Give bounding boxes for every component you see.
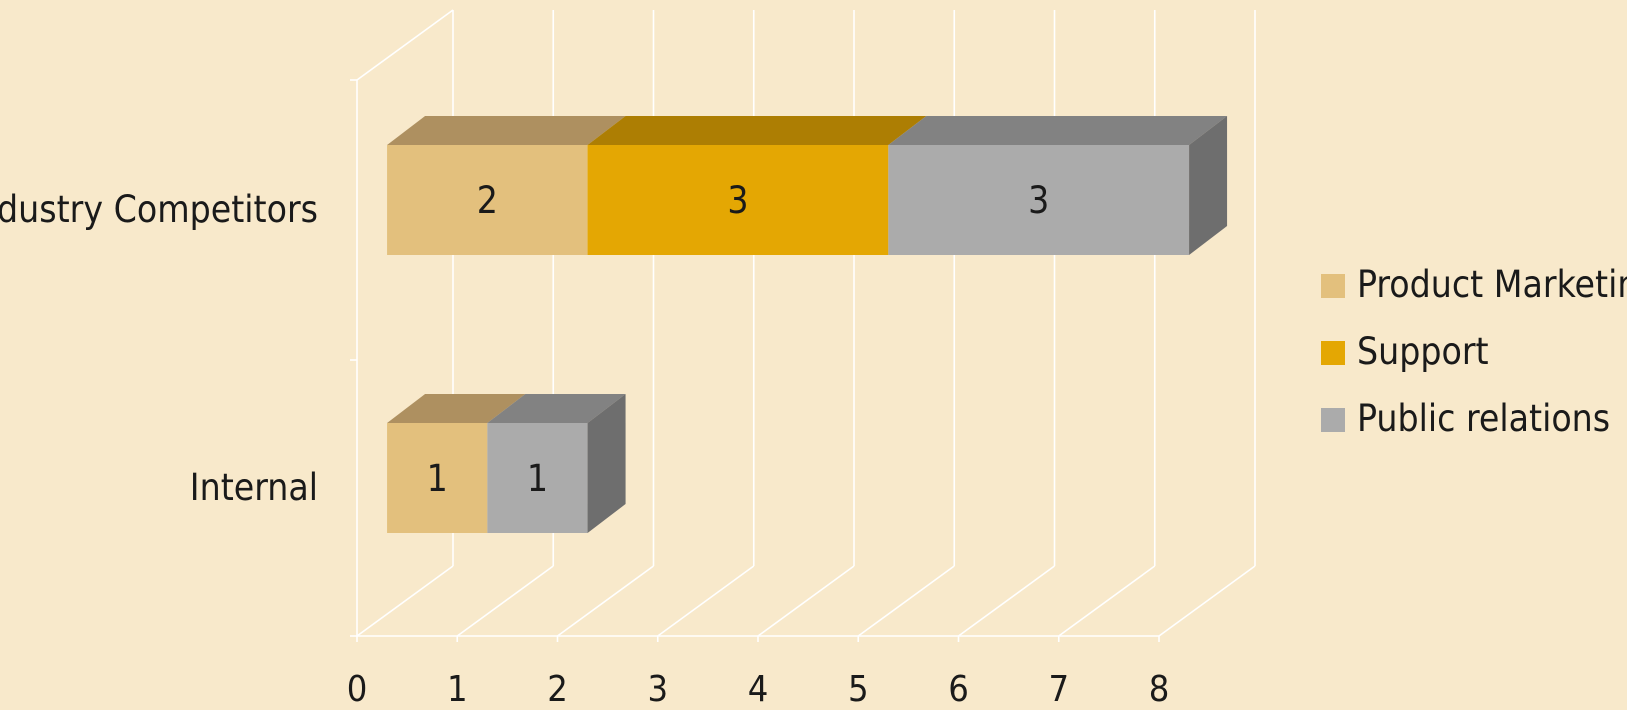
legend-label-support: Support (1357, 330, 1489, 373)
data-label: 3 (1028, 179, 1049, 222)
x-tick-label: 5 (848, 669, 869, 706)
x-tick-label: 8 (1149, 669, 1170, 706)
bar-internal-product-marketing-top (387, 394, 526, 423)
data-label: 1 (527, 457, 548, 500)
floor-gridline-6 (958, 565, 1055, 637)
floor-gridline-1 (456, 565, 554, 637)
bars (387, 116, 1228, 533)
floor-gridline-0 (356, 565, 454, 637)
x-tick-label: 1 (447, 669, 468, 706)
legend: Product Marketing Support Public relations (1321, 263, 1627, 440)
data-label: 3 (727, 179, 748, 222)
legend-swatch-support (1321, 341, 1345, 365)
bar-industry-competitors-side (1189, 116, 1228, 255)
x-tick-label: 0 (347, 669, 368, 706)
data-label: 2 (477, 179, 498, 222)
x-tick-label: 6 (948, 669, 969, 706)
grid-lines (350, 9, 1256, 642)
bar-internal-product-marketing (387, 423, 488, 533)
legend-label-public-relations: Public relations (1357, 397, 1610, 440)
category-label: Industry Competitors (0, 188, 318, 231)
floor-gridline-2 (557, 565, 654, 637)
legend-label-product-marketing: Product Marketing (1357, 263, 1627, 306)
x-tick-label: 4 (748, 669, 769, 706)
bar-industry-competitors-public-relations (888, 145, 1190, 255)
left-wall-top (356, 9, 454, 81)
data-label: 1 (427, 457, 448, 500)
data-labels: 2 3 3 1 1 (427, 179, 1050, 500)
category-label: Internal (190, 466, 318, 509)
bar-internal-side (587, 394, 626, 533)
floor-gridline-4 (757, 565, 855, 637)
x-tick-label: 2 (547, 669, 568, 706)
floor-gridline-3 (657, 565, 755, 637)
bar-internal-public-relations (487, 423, 588, 533)
bar-internal-public-relations-top (487, 394, 626, 423)
floor-gridline-5 (857, 565, 955, 637)
bar-industry-competitors-product-marketing (387, 145, 588, 255)
x-tick-label: 7 (1048, 669, 1069, 706)
axis-labels: 0 1 2 3 4 5 6 7 8 Industry Competitors Internal (0, 188, 1170, 710)
floor-gridline-7 (1058, 565, 1156, 637)
x-tick-label: 3 (647, 669, 668, 706)
bar-industry-competitors-public-relations-top (888, 116, 1228, 145)
legend-swatch-product-marketing (1321, 274, 1345, 298)
floor-gridline-8 (1158, 565, 1256, 637)
bar-industry-competitors-product-marketing-top (387, 116, 626, 145)
bar-industry-competitors-support-top (587, 116, 927, 145)
legend-swatch-public-relations (1321, 408, 1345, 432)
bar-industry-competitors-support (587, 145, 889, 255)
